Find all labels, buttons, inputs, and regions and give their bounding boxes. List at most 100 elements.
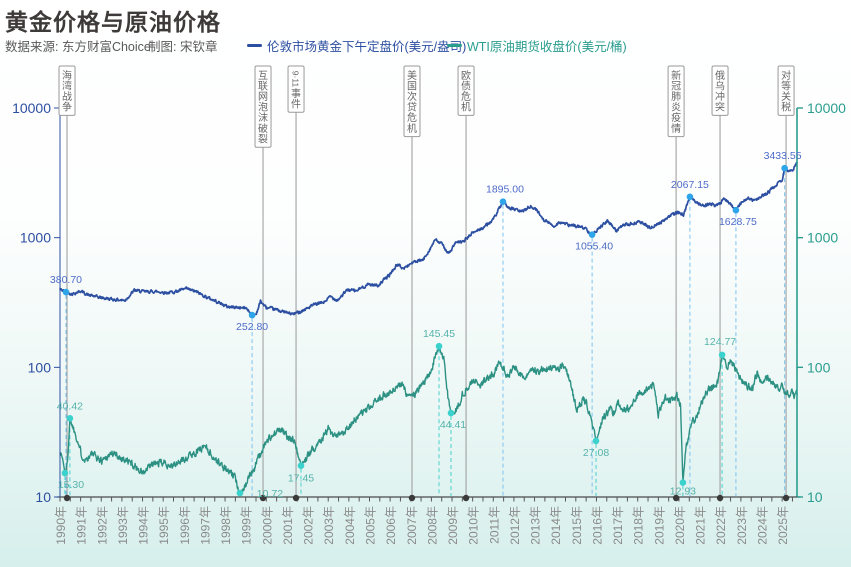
event-label-text: 次 (407, 90, 417, 103)
x-axis-year-label: 2009年 (446, 506, 460, 545)
y-axis-label-left: 100 (28, 359, 52, 375)
data-point-marker[interactable] (66, 415, 74, 422)
x-axis-year-label: 2007年 (405, 506, 419, 545)
event-label-text: 贷 (407, 101, 417, 114)
event-label-box (457, 65, 475, 116)
legend-line-oil-icon (447, 44, 462, 47)
x-axis-year-label: 2024年 (756, 506, 770, 545)
event-label-text: 危 (461, 91, 471, 103)
event-label-text: 乌 (715, 79, 725, 92)
event-label-box (777, 65, 795, 116)
data-point-marker[interactable] (62, 288, 70, 296)
data-point-label: 40.42 (57, 400, 83, 412)
event-label-text: 关 (781, 90, 791, 103)
y-axis-label-left: 10000 (12, 100, 51, 116)
data-point-marker[interactable] (236, 489, 244, 497)
data-point-label: 12.93 (670, 486, 696, 498)
event-label-text: 破 (258, 122, 268, 135)
x-axis-year-label: 2018年 (632, 506, 646, 545)
data-point-marker[interactable] (588, 231, 596, 238)
legend-item-gold[interactable]: 伦敦市场黄金下午定盘价(美元/盎司) (247, 36, 466, 55)
data-point-marker[interactable] (447, 409, 455, 417)
data-point-marker[interactable] (732, 206, 740, 214)
event-label-text: 情 (671, 122, 681, 135)
event-label-text: 机 (407, 122, 417, 135)
x-axis-year-label: 2004年 (343, 506, 357, 545)
x-axis-year-label: 2023年 (735, 506, 749, 545)
event-label-text: 海 (62, 69, 72, 82)
page-title: 黄金价格与原油价格 (5, 9, 221, 35)
event-anchor-dot (408, 494, 416, 502)
data-point-marker[interactable] (499, 198, 507, 205)
event-label-text: 肺 (671, 91, 681, 103)
data-point-marker[interactable] (679, 479, 687, 486)
data-point-label: 145.45 (423, 328, 455, 340)
legend-item-oil[interactable]: WTI原油期货收盘价(美元/桶) (447, 36, 627, 55)
credit-label: 制图: 宋钦章 (148, 40, 218, 54)
event-label-text: 等 (781, 79, 791, 92)
event-label-text: 美 (407, 69, 417, 82)
event-label-text: 突 (715, 101, 725, 114)
data-point-marker[interactable] (781, 164, 788, 172)
x-axis-year-label: 2017年 (611, 506, 625, 545)
data-point-label: 1055.40 (575, 241, 613, 253)
x-axis-year-label: 1998年 (219, 506, 233, 545)
y-axis-label-left: 10 (35, 489, 51, 505)
event-label-text: 战 (62, 91, 72, 103)
event-label-text: 件 (291, 98, 301, 110)
data-point-label: 1628.75 (719, 216, 757, 228)
data-point-marker[interactable] (435, 342, 443, 350)
event-anchor-dot (672, 494, 680, 502)
x-axis-year-label: 1991年 (75, 506, 89, 545)
event-label-box (711, 65, 729, 116)
data-point-label: 124.77 (704, 336, 736, 348)
data-source-label: 数据来源: 东方财富Choice (5, 40, 151, 54)
x-axis-year-label: 1990年 (54, 506, 68, 545)
event-label-text: 疫 (671, 111, 681, 124)
oil-price-line[interactable] (59, 346, 798, 495)
x-axis-year-label: 2013年 (529, 506, 543, 545)
data-point-label: 27.08 (583, 447, 609, 459)
event-label-text: 冠 (671, 80, 681, 92)
data-point-marker[interactable] (248, 311, 256, 319)
event-label-text: 9·11 (291, 71, 301, 88)
data-point-marker[interactable] (686, 193, 694, 201)
event-label-text: 湾 (62, 79, 72, 92)
x-axis-year-label: 1992年 (95, 506, 109, 545)
x-axis-year-label: 2003年 (322, 506, 336, 545)
x-axis-year-label: 2001年 (281, 506, 295, 545)
data-point-label: 2067.15 (671, 179, 709, 191)
x-axis-year-label: 1993年 (116, 506, 130, 545)
event-label-text: 联 (258, 80, 268, 92)
data-point-label: 44.41 (440, 419, 466, 431)
y-axis-label-right: 10000 (807, 100, 846, 116)
data-point-label: 10.72 (257, 488, 283, 500)
data-point-marker[interactable] (297, 462, 305, 469)
data-point-marker[interactable] (61, 469, 69, 477)
x-axis-year-label: 2014年 (549, 506, 563, 545)
event-label-text: 税 (781, 101, 791, 114)
event-anchor-dot (259, 494, 267, 502)
x-axis-year-label: 1997年 (198, 506, 212, 545)
x-axis-year-label: 1996年 (178, 506, 192, 545)
data-point-marker[interactable] (592, 437, 600, 445)
legend-label-gold: 伦敦市场黄金下午定盘价(美元/盎司) (267, 40, 467, 54)
event-label-text: 机 (461, 101, 471, 114)
x-axis-year-label: 2011年 (487, 506, 501, 544)
x-axis-year-label: 1995年 (157, 506, 171, 545)
x-axis-year-label: 2000年 (260, 506, 274, 545)
data-point-marker[interactable] (718, 351, 726, 359)
data-point-label: 380.70 (50, 274, 82, 286)
y-axis-label-right: 1000 (807, 230, 838, 246)
x-axis-year-label: 2006年 (384, 506, 398, 545)
y-axis-label-right: 10 (807, 489, 823, 505)
y-axis-label-left: 1000 (20, 230, 51, 246)
gold-price-line[interactable] (59, 161, 798, 316)
x-axis-year-label: 2010年 (467, 506, 481, 545)
x-axis-year-label: 2008年 (425, 506, 439, 545)
event-label-text: 泡 (258, 101, 268, 114)
event-label-text: 债 (461, 79, 471, 92)
event-label-text: 欧 (461, 70, 471, 82)
data-point-label: 1895.00 (486, 184, 524, 196)
legend-line-gold-icon (247, 44, 262, 47)
